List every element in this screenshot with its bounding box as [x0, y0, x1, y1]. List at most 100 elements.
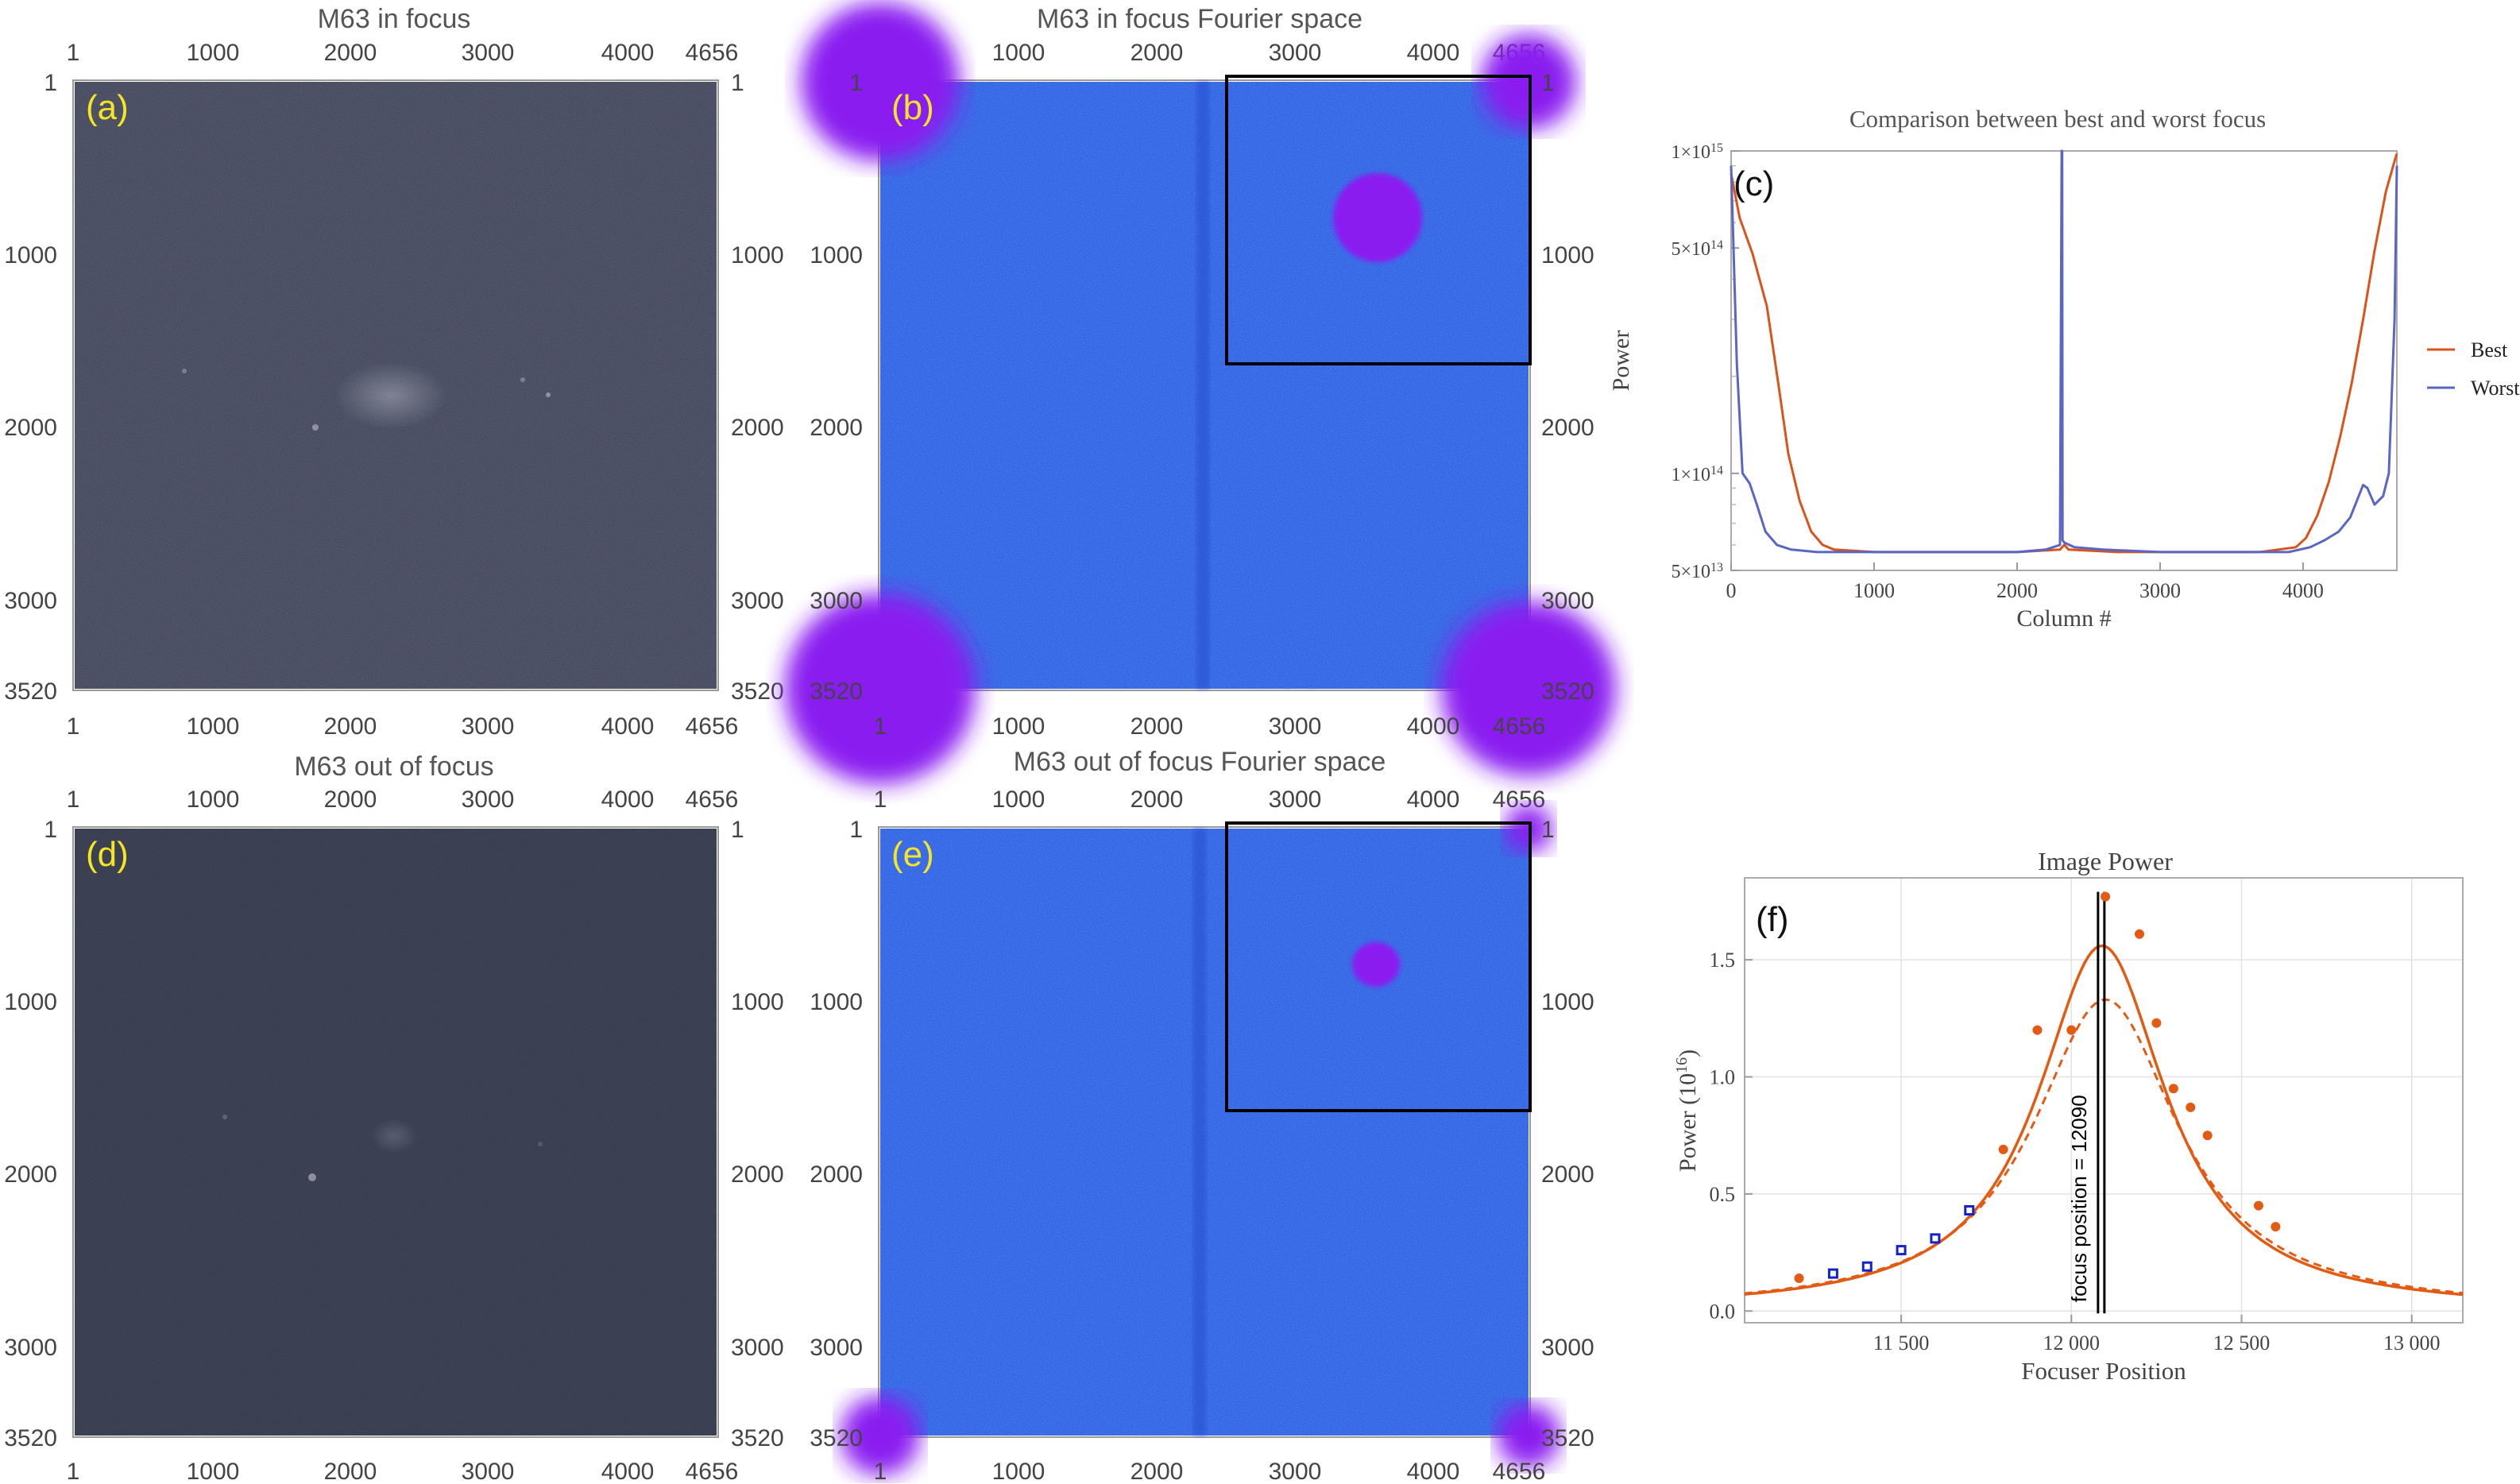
panel-e-left-tick-label: 3520: [810, 1425, 863, 1451]
panel-d-top-tick-label: 2000: [324, 786, 377, 813]
panel-e-bottom-tick-label: 2000: [1131, 1459, 1184, 1484]
chart-c-series-worst-line: [1730, 149, 2398, 554]
panel-d-title: M63 out of focus: [294, 752, 493, 782]
panel-a-right-tick-label: 1: [731, 70, 744, 96]
panel-d-left-tick-label: 1000: [4, 989, 57, 1015]
panel-b-top-tick-label: 2000: [1131, 40, 1184, 66]
chart-f-y-axis-label-exponent: 16: [1673, 1057, 1691, 1073]
panel-a-right-tick-label: 3000: [731, 588, 784, 614]
legend-label-best: Best: [2471, 338, 2508, 361]
chart-f-point: [2253, 1200, 2263, 1211]
panel-e-bottom-tick-label: 4656: [1493, 1459, 1546, 1484]
chart-c-x-tick-label: 0: [1726, 579, 1737, 602]
panel-a-top-tick-label: 1: [67, 40, 80, 66]
panel-e-inset-box: [1225, 821, 1532, 1112]
panel-b-right-tick-label: 2000: [1541, 415, 1594, 441]
chart-c-x-tick-label: 4000: [2282, 579, 2324, 602]
chart-f-y-axis-label: Power (1016): [1673, 1049, 1701, 1172]
chart-f-point: [2186, 1102, 2196, 1112]
panel-e-right-tick-label: 3520: [1541, 1425, 1594, 1451]
panel-d-left-tick-label: 2000: [4, 1161, 57, 1188]
panel-e-top-tick-label: 3000: [1269, 786, 1322, 813]
panel-e-left-tick-label: 3000: [810, 1335, 863, 1361]
chart-f-frame: [1744, 877, 2464, 1324]
panel-d-bottom-tick-label: 2000: [324, 1459, 377, 1484]
panel-e-right-tick-label: 1000: [1541, 989, 1594, 1015]
panel-b-bottom-tick-label: 1000: [992, 713, 1045, 740]
panel-d-left-ticks: 1 1000 2000 3000 3520: [4, 817, 57, 1451]
panel-a-bottom-ticks: 1 1000 2000 3000 4000 4656: [67, 713, 739, 740]
panel-d-right-tick-label: 3000: [731, 1335, 784, 1361]
chart-f-x-axis-label: Focuser Position: [2021, 1357, 2186, 1385]
panel-d: M63 out of focus 1 1000 2000 3000 4000 4…: [4, 752, 784, 1484]
chart-f-point: [1794, 1273, 1804, 1283]
panel-b-label: (b): [891, 88, 934, 127]
panel-d-bottom-tick-label: 3000: [462, 1459, 515, 1484]
chart-f-point-hollow: [1930, 1233, 1941, 1244]
panel-e: M63 out of focus Fourier space 1 1000 20…: [810, 747, 1594, 1484]
panel-b-bottom-tick-label: 4656: [1493, 713, 1546, 740]
chart-c-x-tick-label: 3000: [2139, 579, 2181, 602]
galaxy-m63-defocused: [370, 1119, 418, 1154]
panel-d-top-tick-label: 4656: [686, 786, 739, 813]
panel-b-left-ticks: 1 1000 2000 3000 3520: [810, 70, 863, 705]
chart-f-point: [2202, 1130, 2213, 1141]
panel-a-left-tick-label: 3520: [4, 678, 57, 705]
panel-b: M63 in focus Fourier space 1 1000 2000 3…: [785, 2, 1616, 784]
panel-d-bottom-tick-label: 4656: [686, 1459, 739, 1484]
chart-f-focus-marker: focus position = 12090: [2067, 891, 2106, 1314]
panel-b-bottom-tick-label: 2000: [1131, 713, 1184, 740]
panel-a-right-tick-label: 3520: [731, 678, 784, 705]
panel-b-top-tick-label: 4000: [1407, 40, 1460, 66]
panel-b-bottom-tick-label: 3000: [1269, 713, 1322, 740]
chart-f-point: [1998, 1144, 2008, 1154]
panel-e-bottom-tick-label: 4000: [1407, 1459, 1460, 1484]
chart-c-legend: Best Worst: [2427, 338, 2520, 400]
star: [308, 1173, 316, 1181]
panel-a-bottom-tick-label: 1: [67, 713, 80, 740]
panel-d-right-ticks: 1 1000 2000 3000 3520: [731, 817, 784, 1451]
panel-b-left-tick-label: 1: [849, 70, 863, 96]
panel-a-top-tick-label: 1000: [187, 40, 240, 66]
panel-d-left-tick-label: 3520: [4, 1425, 57, 1451]
panel-b-top-ticks: 1 1000 2000 3000 4000 4656: [874, 40, 1546, 66]
panel-d-bottom-tick-label: 1: [67, 1459, 80, 1484]
panel-e-right-tick-label: 3000: [1541, 1335, 1594, 1361]
chart-f-x-tick-label: 13 000: [2383, 1331, 2441, 1355]
panel-e-top-ticks: 1 1000 2000 3000 4000 4656: [874, 786, 1546, 813]
panel-d-left-tick-label: 1: [44, 817, 57, 843]
panel-b-corner-peak: [1441, 601, 1616, 776]
chart-f-y-tick-label: 1.0: [1710, 1066, 1736, 1089]
panel-a-left-tick-label: 2000: [4, 415, 57, 441]
panel-d-label: (d): [86, 835, 129, 874]
chart-f-point-hollow: [1896, 1245, 1907, 1256]
panel-b-top-tick-label: 1000: [992, 40, 1045, 66]
star: [520, 377, 525, 382]
chart-f-point: [2271, 1222, 2281, 1232]
panel-e-top-tick-label: 4000: [1407, 786, 1460, 813]
panel-d-right-tick-label: 1000: [731, 989, 784, 1015]
chart-f-label: (f): [1756, 900, 1789, 939]
chart-c-series: [1730, 149, 2398, 554]
chart-f-point: [2151, 1018, 2162, 1028]
chart-f-y-axis-label-close: ): [1675, 1049, 1701, 1057]
chart-f-point: [2101, 891, 2111, 902]
panel-a-left-tick-label: 3000: [4, 588, 57, 614]
panel-a-left-tick-label: 1000: [4, 242, 57, 269]
chart-f-y-tick-label: 1.5: [1710, 949, 1736, 972]
chart-c-y-tick-label: 1×1014: [1671, 463, 1723, 485]
panel-e-corner-peak: [841, 1396, 920, 1475]
star: [546, 392, 551, 397]
panel-a-label: (a): [86, 88, 129, 127]
panel-d-bottom-tick-label: 1000: [187, 1459, 240, 1484]
chart-f-y-ticks: 0.0 0.5 1.0 1.5: [1710, 949, 1753, 1323]
chart-f-point: [2168, 1084, 2178, 1094]
panel-b-inset-box: [1225, 75, 1532, 365]
star: [222, 1115, 227, 1119]
panel-e-top-tick-label: 1000: [992, 786, 1045, 813]
panel-a-right-ticks: 1 1000 2000 3000 3520: [731, 70, 784, 705]
panel-a-top-tick-label: 3000: [462, 40, 515, 66]
panel-a-frame: [72, 79, 719, 691]
panel-a-bottom-tick-label: 4656: [686, 713, 739, 740]
panel-b-right-ticks: 1 1000 2000 3000 3520: [1541, 70, 1594, 705]
